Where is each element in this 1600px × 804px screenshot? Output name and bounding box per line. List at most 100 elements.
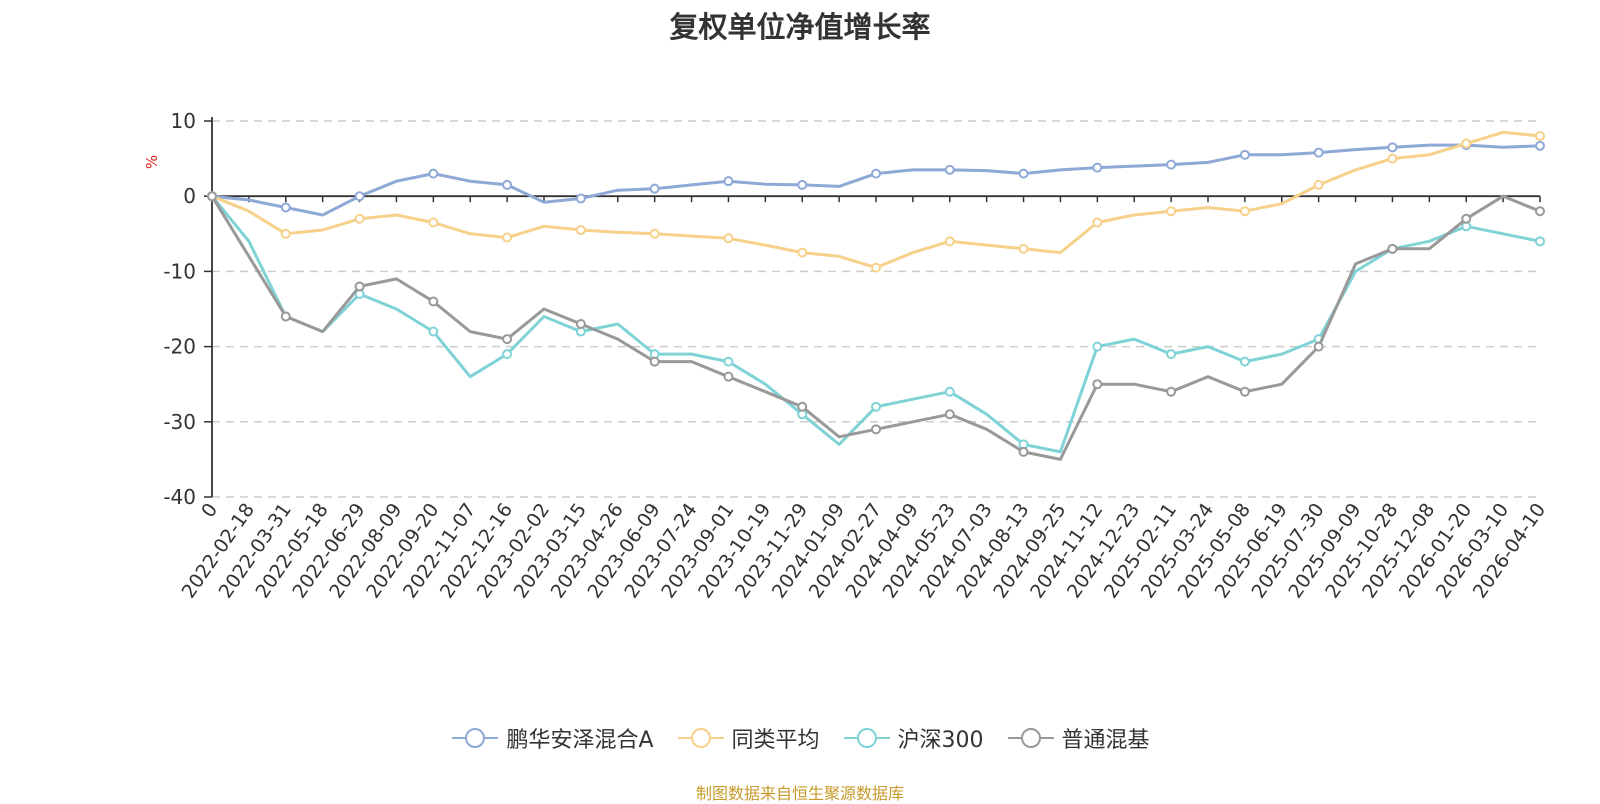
y-tick-label: -30 [163,410,196,434]
axis-labels: 100-10-20-30-40%02022-02-182022-03-31202… [143,109,1550,602]
data-point[interactable] [428,326,439,337]
data-point[interactable] [723,176,734,187]
data-point[interactable] [1313,341,1324,352]
axes [204,117,1541,498]
data-point[interactable] [575,193,586,204]
data-point[interactable] [944,164,955,175]
data-point[interactable] [1092,162,1103,173]
data-point[interactable] [1313,179,1324,190]
data-point[interactable] [723,371,734,382]
data-point[interactable] [1461,213,1472,224]
legend-label: 鹏华安泽混合A [506,728,654,753]
data-point[interactable] [1535,131,1545,142]
y-tick-label: 10 [171,109,196,133]
data-point[interactable] [871,424,881,435]
data-point[interactable] [1387,153,1398,164]
legend-marker [856,728,877,748]
data-point[interactable] [871,401,881,412]
chart-title: 复权单位净值增长率 [669,10,931,44]
series-line [210,195,1541,454]
data-point[interactable] [1018,168,1029,179]
data-point[interactable] [575,319,586,330]
data-point[interactable] [207,191,217,202]
legend-label: 普通混基 [1061,728,1150,753]
data-point[interactable] [797,247,808,258]
data-point[interactable] [354,191,365,202]
data-point[interactable] [649,183,660,194]
series-line [211,143,1541,217]
data-point[interactable] [1092,217,1103,228]
data-point[interactable] [723,233,734,244]
y-tick-label: -10 [163,259,196,283]
legend-label: 沪深300 [897,728,984,753]
data-point[interactable] [428,168,439,179]
series-group [207,191,1545,461]
data-point[interactable] [1535,140,1545,151]
data-point[interactable] [649,228,660,239]
data-point[interactable] [502,179,513,190]
data-point[interactable] [1239,206,1250,217]
y-axis-unit: % [143,155,161,169]
data-point[interactable] [1166,206,1177,217]
data-point[interactable] [1166,349,1177,360]
data-point[interactable] [1239,386,1250,397]
data-point[interactable] [797,401,808,412]
source-note: 制图数据来自恒生聚源数据库 [695,784,904,803]
y-tick-label: 0 [183,184,196,208]
series-group [207,191,1545,454]
legend-item[interactable]: 普通混基 [1006,722,1150,754]
legend-item[interactable]: 沪深300 [842,722,984,754]
legend-swatch-icon [1007,728,1054,748]
series-lines [207,130,1545,461]
data-point[interactable] [1239,356,1250,367]
data-point[interactable] [1092,341,1103,352]
legend-item[interactable]: 同类平均 [676,722,820,754]
data-point[interactable] [944,386,955,397]
data-point[interactable] [1018,243,1029,254]
legend-swatch-icon [677,728,724,748]
data-point[interactable] [1461,138,1472,149]
data-point[interactable] [1387,142,1398,153]
data-point[interactable] [280,311,291,322]
data-point[interactable] [428,296,439,307]
legend-marker [1020,728,1041,748]
data-point[interactable] [1166,386,1177,397]
x-tick-label: 0 [197,499,222,522]
data-point[interactable] [502,349,513,360]
data-point[interactable] [797,179,808,190]
data-point[interactable] [1092,379,1103,390]
legend-swatch-icon [843,728,890,748]
data-point[interactable] [649,356,660,367]
legend-swatch-icon [452,728,499,748]
data-point[interactable] [871,168,881,179]
data-point[interactable] [1239,149,1250,160]
data-point[interactable] [1018,446,1029,457]
data-point[interactable] [1313,147,1324,158]
data-point[interactable] [944,409,955,420]
series-group [207,140,1545,217]
data-point[interactable] [723,356,734,367]
data-point[interactable] [1387,243,1398,254]
data-point[interactable] [354,281,365,292]
data-point[interactable] [944,236,955,247]
data-point[interactable] [502,232,513,243]
legend-item[interactable]: 鹏华安泽混合A [450,722,654,754]
series-line [210,194,1541,461]
data-point[interactable] [354,213,365,224]
data-point[interactable] [1535,236,1545,247]
data-point[interactable] [280,228,291,239]
data-point[interactable] [1535,206,1545,217]
data-point[interactable] [871,262,881,273]
data-point[interactable] [502,334,513,345]
legend-marker [465,728,486,748]
legend-marker [690,728,711,748]
data-point[interactable] [280,202,291,213]
data-point[interactable] [428,217,439,228]
y-tick-label: -40 [163,485,196,509]
y-tick-label: -20 [163,335,196,359]
legend: 鹏华安泽混合A 同类平均 沪深300 普通混基 [0,721,1600,755]
data-point[interactable] [575,225,586,236]
legend-label: 同类平均 [731,728,820,753]
data-point[interactable] [1166,159,1177,170]
